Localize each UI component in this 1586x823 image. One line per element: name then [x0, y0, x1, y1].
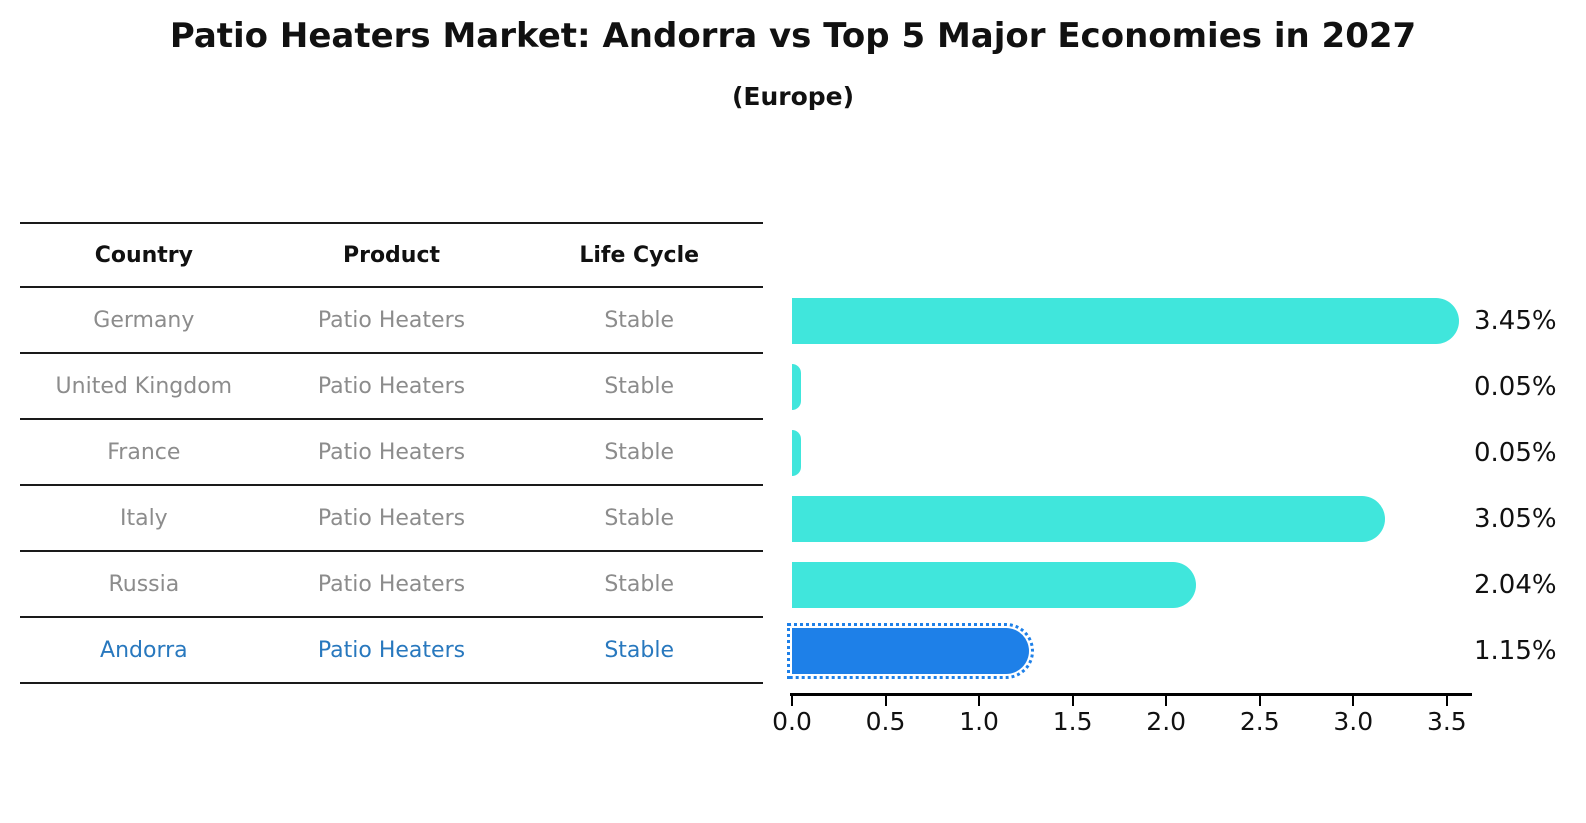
bar-value-label-andorra: 1.15% — [1474, 636, 1557, 666]
bar-value-label-france: 0.05% — [1474, 438, 1557, 468]
table-cell-country: Russia — [108, 571, 180, 597]
bar-andorra — [786, 623, 1035, 679]
table-row: Germany Patio Heaters Stable — [20, 288, 763, 354]
chart-title: Patio Heaters Market: Andorra vs Top 5 M… — [169, 16, 1417, 56]
bar-germany — [792, 298, 1460, 344]
x-axis-tick — [791, 696, 793, 706]
x-axis-tick-label: 0.0 — [772, 707, 812, 736]
table-cell-product: Patio Heaters — [317, 373, 466, 399]
x-axis-tick — [1165, 696, 1168, 706]
x-axis-tick — [1445, 696, 1448, 706]
table-cell-life-cycle: Stable — [604, 439, 675, 465]
table-cell-life-cycle: Stable — [604, 637, 675, 663]
table-cell-life-cycle: Stable — [604, 505, 675, 531]
x-axis-tick — [1258, 696, 1261, 706]
table-cell-country: France — [107, 439, 181, 465]
x-axis-tick-label: 0.5 — [865, 707, 906, 736]
bar-russia — [792, 562, 1196, 608]
x-axis-tick-label: 1.5 — [1052, 707, 1093, 736]
x-axis-tick — [884, 696, 887, 706]
country-table: Country Product Life Cycle Germany Patio … — [20, 222, 763, 684]
table-cell-country: Italy — [119, 505, 168, 531]
table-row: Andorra Patio Heaters Stable — [20, 618, 763, 684]
x-axis-tick-label: 1.0 — [959, 707, 999, 736]
table-row: France Patio Heaters Stable — [20, 420, 763, 486]
x-axis-line — [790, 693, 1472, 696]
x-axis-tick-label: 3.0 — [1333, 707, 1374, 736]
bar-value-label-russia: 2.04% — [1474, 570, 1557, 600]
table-cell-product: Patio Heaters — [317, 439, 466, 465]
table-header-country: Country — [94, 242, 193, 268]
x-axis-tick-label: 2.0 — [1146, 707, 1187, 736]
table-cell-country: United Kingdom — [55, 373, 233, 399]
table-cell-country: Germany — [93, 307, 195, 333]
bar-value-label-germany: 3.45% — [1474, 306, 1557, 336]
bar-value-label-italy: 3.05% — [1474, 504, 1557, 534]
table-row: Italy Patio Heaters Stable — [20, 486, 763, 552]
chart-subtitle: (Europe) — [731, 82, 855, 111]
table-row: United Kingdom Patio Heaters Stable — [20, 354, 763, 420]
x-axis-tick-label: 2.5 — [1239, 707, 1280, 736]
bar-value-label-united-kingdom: 0.05% — [1474, 372, 1557, 402]
table-cell-product: Patio Heaters — [317, 637, 466, 663]
table-cell-country: Andorra — [100, 637, 188, 663]
x-axis-tick — [978, 696, 981, 706]
table-cell-life-cycle: Stable — [604, 307, 675, 333]
table-header-lifecycle: Life Cycle — [579, 242, 700, 268]
table-cell-product: Patio Heaters — [317, 571, 466, 597]
table-header-product: Product — [342, 242, 441, 268]
table-cell-life-cycle: Stable — [604, 571, 675, 597]
table-header-row: Country Product Life Cycle — [20, 222, 763, 288]
table-cell-product: Patio Heaters — [317, 505, 466, 531]
bar-italy — [792, 496, 1385, 542]
bar-united-kingdom — [792, 364, 802, 410]
bar-france — [792, 430, 802, 476]
table-cell-life-cycle: Stable — [604, 373, 675, 399]
table-body: Germany Patio Heaters Stable United Kingdom… — [20, 288, 763, 684]
x-axis-tick — [1352, 696, 1355, 706]
x-axis-tick-label: 3.5 — [1426, 707, 1467, 736]
table-row: Russia Patio Heaters Stable — [20, 552, 763, 618]
x-axis-tick — [1071, 696, 1074, 706]
table-cell-product: Patio Heaters — [317, 307, 466, 333]
